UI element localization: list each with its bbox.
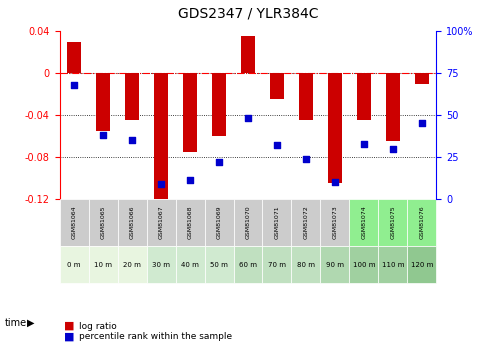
Text: 30 m: 30 m	[152, 262, 170, 267]
Point	[418, 121, 426, 126]
Text: ▶: ▶	[27, 318, 35, 327]
FancyBboxPatch shape	[60, 246, 88, 283]
Text: GSM81064: GSM81064	[71, 206, 76, 239]
Point	[70, 82, 78, 88]
Bar	[386, 73, 400, 141]
Text: 110 m: 110 m	[382, 262, 404, 267]
FancyBboxPatch shape	[378, 246, 408, 283]
Point	[244, 116, 252, 121]
Text: GSM81065: GSM81065	[101, 206, 106, 239]
Text: GSM81069: GSM81069	[216, 206, 222, 239]
Text: ■: ■	[64, 332, 75, 341]
FancyBboxPatch shape	[292, 199, 320, 246]
Text: GSM81071: GSM81071	[274, 206, 280, 239]
Text: 60 m: 60 m	[239, 262, 257, 267]
Bar	[183, 73, 197, 152]
Point	[186, 178, 194, 183]
FancyBboxPatch shape	[234, 199, 262, 246]
Text: log ratio: log ratio	[79, 322, 117, 331]
FancyBboxPatch shape	[176, 246, 204, 283]
Bar	[67, 41, 81, 73]
Text: 100 m: 100 m	[353, 262, 375, 267]
Bar	[125, 73, 139, 120]
Text: 20 m: 20 m	[123, 262, 141, 267]
Text: GSM81067: GSM81067	[159, 206, 164, 239]
Text: 90 m: 90 m	[326, 262, 344, 267]
FancyBboxPatch shape	[88, 199, 118, 246]
FancyBboxPatch shape	[60, 199, 88, 246]
Bar	[96, 73, 110, 131]
Point	[215, 159, 223, 165]
Text: GSM81070: GSM81070	[246, 206, 250, 239]
Point	[302, 156, 310, 161]
FancyBboxPatch shape	[146, 246, 176, 283]
Text: ■: ■	[64, 321, 75, 331]
Point	[360, 141, 368, 146]
Bar	[299, 73, 313, 120]
Text: time: time	[5, 318, 27, 327]
FancyBboxPatch shape	[88, 246, 118, 283]
FancyBboxPatch shape	[292, 246, 320, 283]
FancyBboxPatch shape	[350, 246, 378, 283]
FancyBboxPatch shape	[118, 246, 146, 283]
FancyBboxPatch shape	[234, 246, 262, 283]
FancyBboxPatch shape	[320, 199, 350, 246]
FancyBboxPatch shape	[204, 199, 234, 246]
Text: GSM81072: GSM81072	[304, 206, 309, 239]
Text: percentile rank within the sample: percentile rank within the sample	[79, 332, 233, 341]
Bar	[415, 73, 429, 83]
FancyBboxPatch shape	[262, 199, 292, 246]
Point	[273, 142, 281, 148]
FancyBboxPatch shape	[204, 246, 234, 283]
Text: GSM81074: GSM81074	[362, 206, 367, 239]
FancyBboxPatch shape	[118, 199, 146, 246]
Text: 120 m: 120 m	[411, 262, 433, 267]
Text: GSM81076: GSM81076	[420, 206, 425, 239]
Text: 0 m: 0 m	[67, 262, 81, 267]
Text: GSM81073: GSM81073	[332, 206, 337, 239]
Bar	[270, 73, 284, 99]
Text: GSM81066: GSM81066	[129, 206, 134, 239]
FancyBboxPatch shape	[146, 199, 176, 246]
Bar	[328, 73, 342, 183]
FancyBboxPatch shape	[176, 199, 204, 246]
Text: GDS2347 / YLR384C: GDS2347 / YLR384C	[178, 7, 318, 21]
FancyBboxPatch shape	[408, 246, 436, 283]
FancyBboxPatch shape	[262, 246, 292, 283]
Point	[128, 137, 136, 143]
FancyBboxPatch shape	[408, 199, 436, 246]
Text: GSM81075: GSM81075	[390, 206, 395, 239]
Point	[331, 179, 339, 185]
Point	[99, 132, 107, 138]
Text: 80 m: 80 m	[297, 262, 315, 267]
FancyBboxPatch shape	[378, 199, 408, 246]
Bar	[154, 73, 168, 215]
Text: 10 m: 10 m	[94, 262, 112, 267]
FancyBboxPatch shape	[320, 246, 350, 283]
Point	[157, 181, 165, 187]
Text: 50 m: 50 m	[210, 262, 228, 267]
Bar	[212, 73, 226, 136]
Bar	[241, 36, 255, 73]
Text: 40 m: 40 m	[181, 262, 199, 267]
Text: GSM81068: GSM81068	[187, 206, 192, 239]
Point	[389, 146, 397, 151]
FancyBboxPatch shape	[350, 199, 378, 246]
Text: 70 m: 70 m	[268, 262, 286, 267]
Bar	[357, 73, 371, 120]
